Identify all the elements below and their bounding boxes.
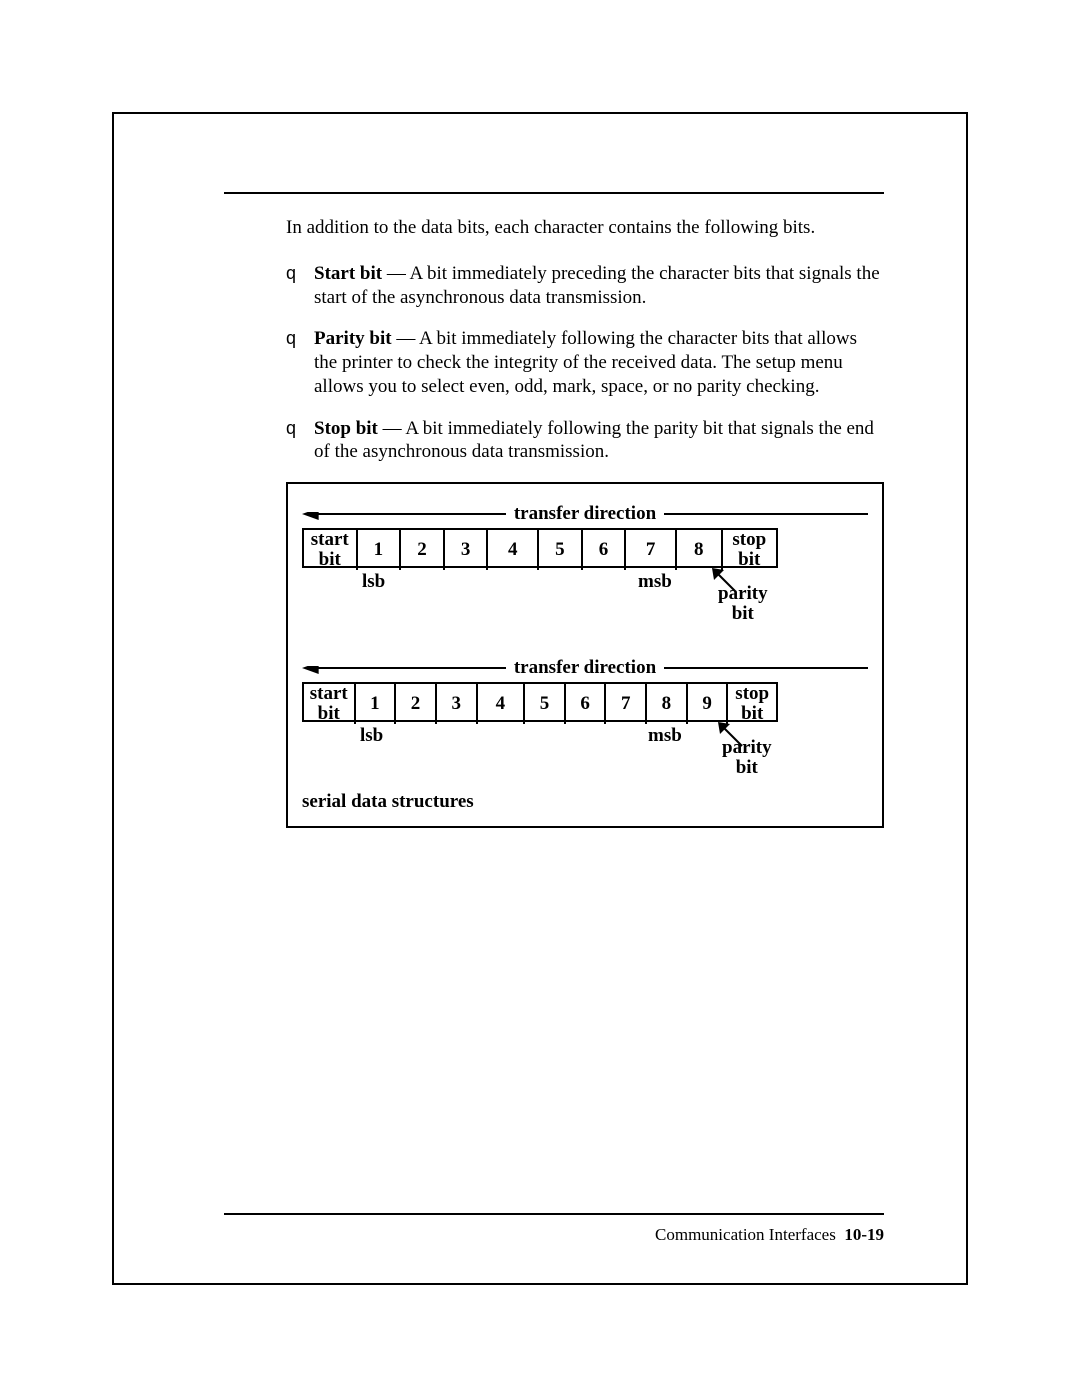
footer-section: Communication Interfaces [655,1225,836,1244]
under-labels: lsb msb paritybit [302,722,868,782]
bit-cell: 2 [401,530,445,570]
bit-cell: 3 [445,530,489,570]
bullet-item: q Stop bit — A bit immediately following… [286,417,884,465]
bit-cell: 3 [437,684,478,724]
footer-page-number: 10-19 [844,1225,884,1244]
figure-box: transfer direction startbit12345678stopb… [286,482,884,828]
bullet-text: Stop bit — A bit immediately following t… [314,417,884,465]
bit-cell: 4 [478,684,526,724]
under-labels: lsb msb paritybit [302,568,868,628]
bit-cell: 6 [583,530,627,570]
body-column: In addition to the data bits, each chara… [286,216,884,828]
bit-cell: 7 [626,530,677,570]
top-rule [224,192,884,194]
bit-cell: 6 [566,684,607,724]
intro-paragraph: In addition to the data bits, each chara… [286,216,884,240]
bit-cell: startbit [304,530,358,570]
bullet-term: Start bit [314,263,382,284]
bit-cell: 1 [356,684,397,724]
figure-caption: serial data structures [302,790,868,814]
bit-cell: 1 [358,530,402,570]
page-frame: In addition to the data bits, each chara… [112,112,968,1285]
parity-bit-label: paritybit [718,584,768,624]
bit-cell: stopbit [728,684,776,724]
bit-cells-row: startbit123456789stopbit [302,682,778,722]
bit-cell: 4 [488,530,539,570]
lsb-label: lsb [360,724,383,748]
msb-label: msb [638,570,672,594]
bullet-term: Parity bit [314,328,392,349]
bullet-term: Stop bit [314,418,378,439]
bit-cell: 9 [688,684,729,724]
bit-cells-row: startbit12345678stopbit [302,528,778,568]
bullet-marker: q [286,327,314,398]
bullet-text: Parity bit — A bit immediately following… [314,327,884,398]
transfer-direction-label: transfer direction [506,656,664,680]
diagram-9bit: transfer direction startbit123456789stop… [302,656,868,782]
diagram-8bit: transfer direction startbit12345678stopb… [302,502,868,628]
msb-label: msb [648,724,682,748]
page-footer: Communication Interfaces 10-19 [224,1213,884,1245]
lsb-label: lsb [362,570,385,594]
bit-cell: 8 [677,530,723,570]
bit-cell: 5 [525,684,566,724]
bullet-item: q Start bit — A bit immediately precedin… [286,262,884,310]
bit-cell: startbit [304,684,356,724]
bit-cell: 8 [647,684,688,724]
transfer-direction-row: transfer direction [302,656,868,680]
transfer-direction-row: transfer direction [302,502,868,526]
parity-bit-label: paritybit [722,738,772,778]
bullet-desc: — A bit immediately preceding the charac… [314,263,880,308]
bit-cell: 5 [539,530,583,570]
bullet-desc: — A bit immediately following the parity… [314,418,874,463]
bullet-marker: q [286,417,314,465]
bullet-text: Start bit — A bit immediately preceding … [314,262,884,310]
bullet-marker: q [286,262,314,310]
transfer-direction-label: transfer direction [506,502,664,526]
footer-text: Communication Interfaces 10-19 [224,1225,884,1245]
bit-cell: stopbit [723,530,777,570]
bit-cell: 2 [396,684,437,724]
bit-cell: 7 [606,684,647,724]
bullet-desc: — A bit immediately following the charac… [314,328,857,397]
bottom-rule [224,1213,884,1215]
bullet-item: q Parity bit — A bit immediately followi… [286,327,884,398]
